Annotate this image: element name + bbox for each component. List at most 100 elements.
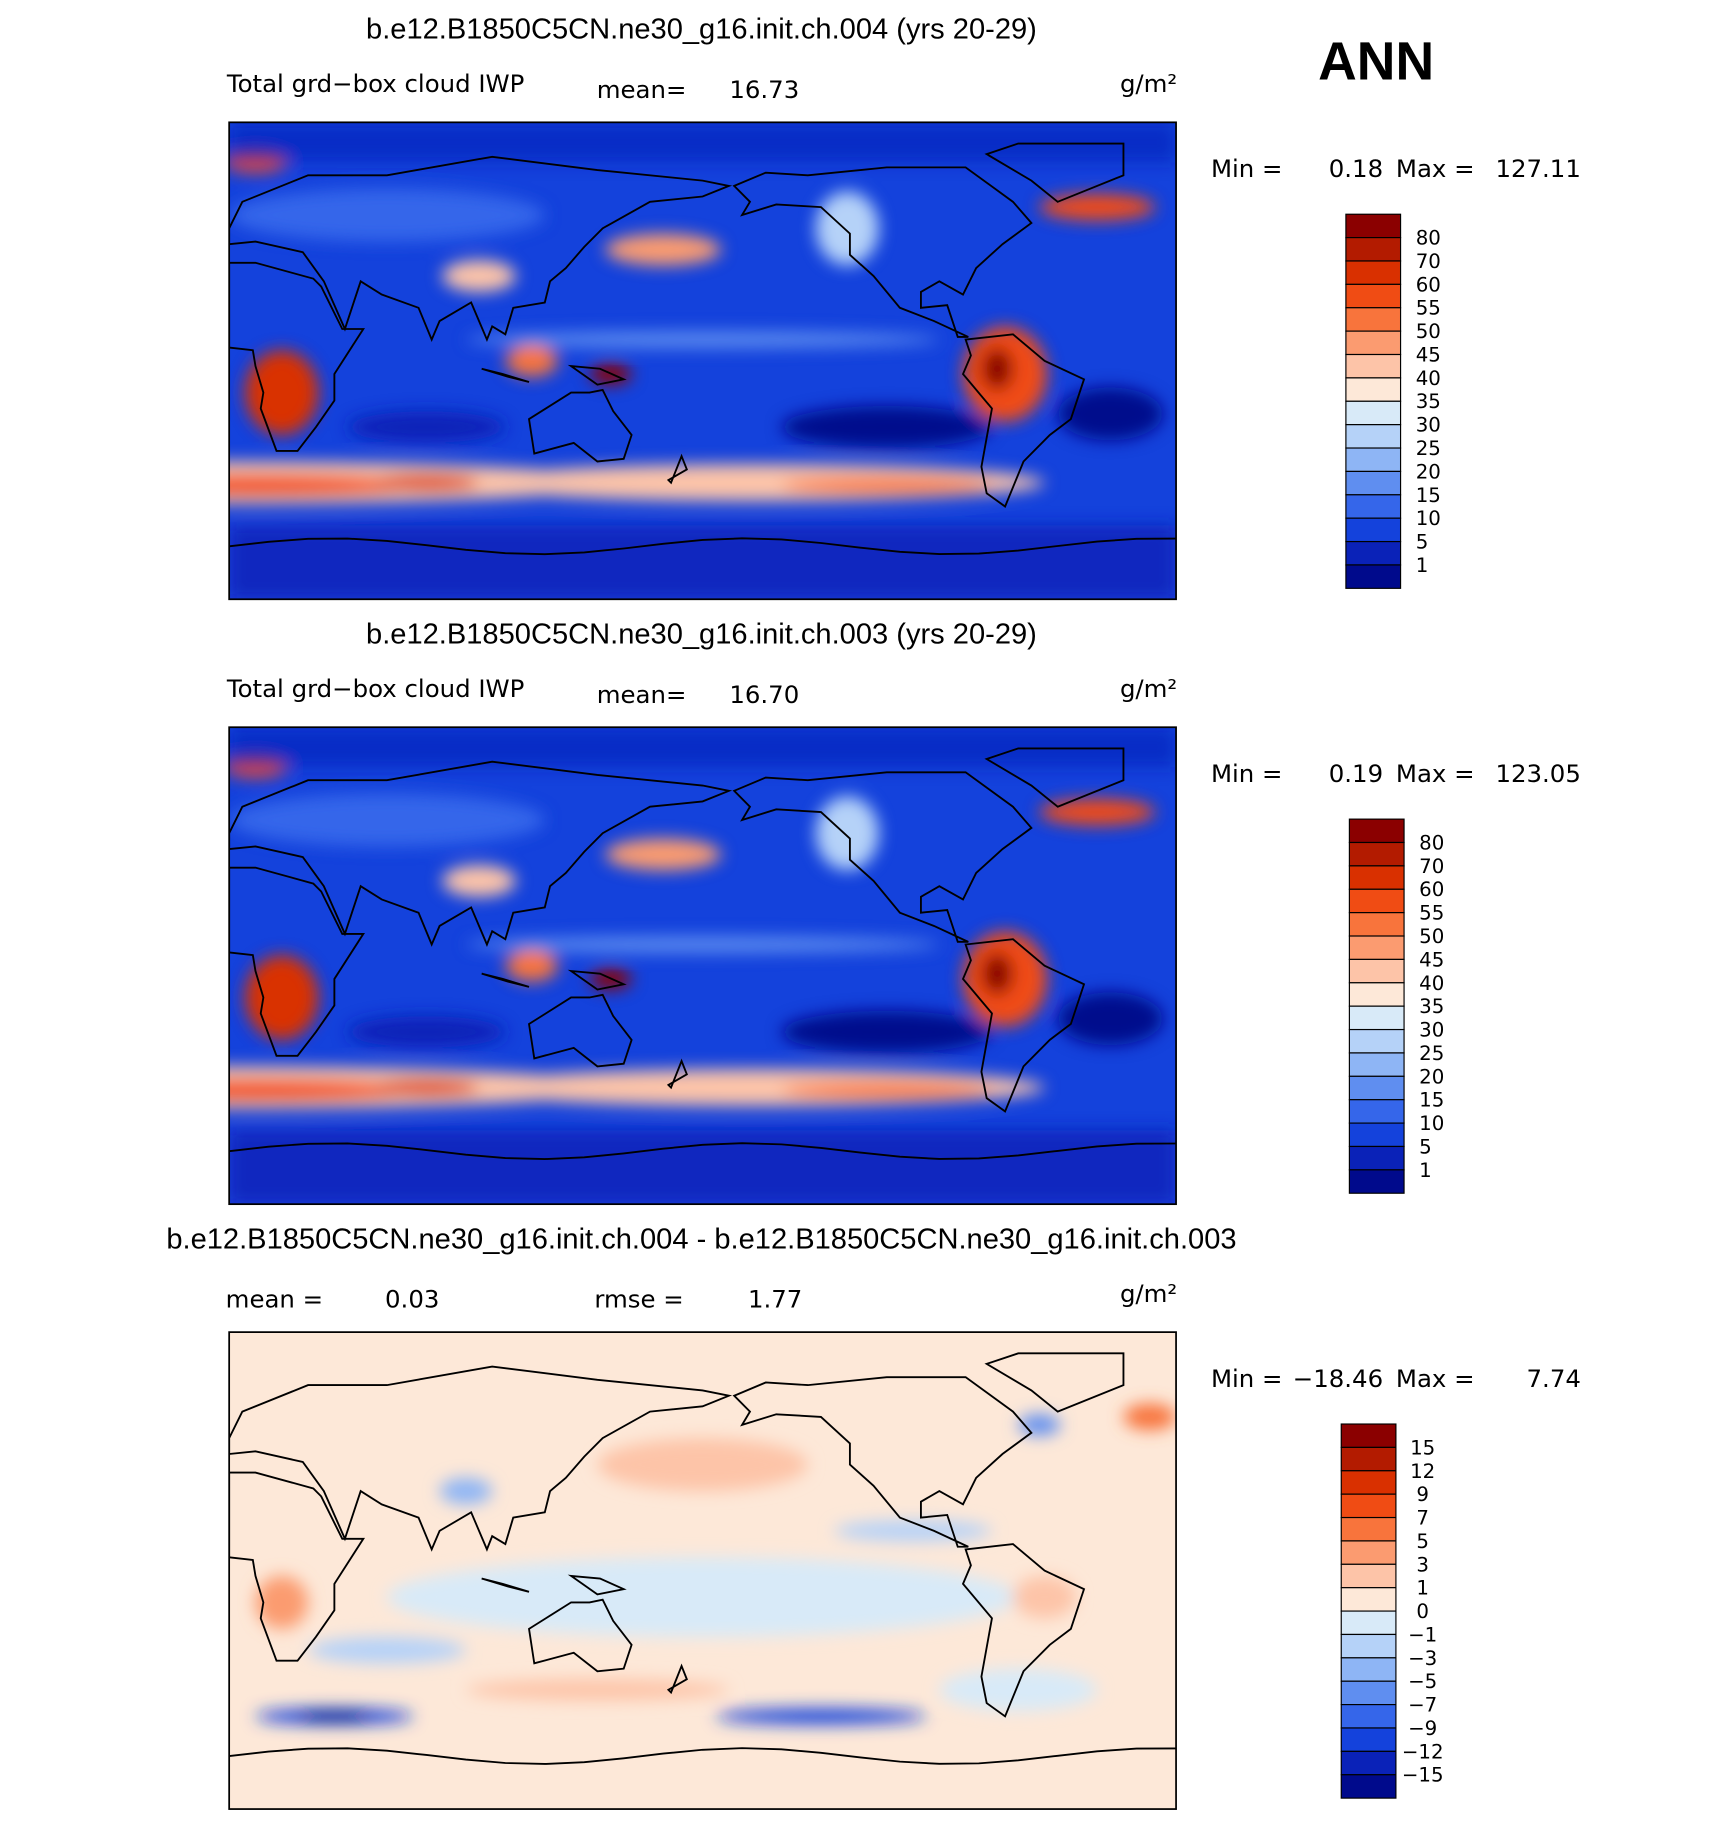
coastline	[984, 142, 1125, 203]
colorbar-label: −3	[1408, 1647, 1437, 1670]
colorbar-box	[1348, 1052, 1405, 1077]
coastline	[229, 866, 366, 1057]
coastline	[666, 453, 688, 485]
field-patch	[465, 1679, 729, 1701]
colorbar-box	[1340, 1423, 1397, 1448]
mean-value: 0.03	[385, 1285, 439, 1314]
rmse-label: rmse =	[594, 1285, 683, 1314]
colorbar-label: 0	[1416, 1600, 1429, 1623]
coastline	[481, 972, 530, 988]
colorbar-box	[1348, 935, 1405, 960]
coastline	[732, 771, 1033, 943]
field	[255, 1403, 1177, 1725]
field-patch	[442, 260, 516, 292]
colorbar-box	[1340, 1516, 1397, 1542]
field-patch	[229, 474, 414, 496]
field-patch	[439, 1477, 493, 1505]
field-patch	[229, 1079, 414, 1101]
colorbar-label: 7	[1416, 1507, 1429, 1530]
colorbar-label: 60	[1419, 878, 1444, 901]
field-patch	[442, 865, 516, 897]
colorbar-box	[1340, 1610, 1397, 1636]
field-patch	[386, 1557, 1019, 1637]
colorbar-box	[1345, 564, 1402, 589]
colorbar-label: 20	[1416, 460, 1441, 483]
colorbar-box	[1348, 982, 1405, 1007]
colorbar-label: 45	[1416, 343, 1441, 366]
coastline	[229, 1365, 733, 1552]
colorbar-label: 70	[1419, 855, 1444, 878]
colorbar-box	[1345, 424, 1402, 449]
field-patch	[255, 1575, 309, 1629]
coastline	[229, 1142, 1177, 1161]
colorbar-label: 30	[1416, 414, 1441, 437]
field-patch	[347, 1016, 506, 1048]
colorbar-label: 80	[1416, 227, 1441, 250]
field-patch	[815, 191, 879, 266]
colorbar-label: 9	[1416, 1483, 1429, 1506]
colorbar-label: 50	[1416, 320, 1441, 343]
max-label: Max =	[1396, 154, 1475, 183]
colorbar-box	[1345, 330, 1402, 356]
colorbar-label: 15	[1416, 484, 1441, 507]
colorbar-box	[1345, 377, 1402, 402]
field	[229, 727, 1177, 1205]
colorbar-box	[1348, 818, 1405, 844]
colorbar-box	[1345, 307, 1402, 332]
colorbar-box	[1348, 958, 1405, 984]
field-patch	[1039, 193, 1156, 221]
colorbar-label: 5	[1416, 531, 1429, 554]
colorbar-box	[1340, 1587, 1397, 1612]
panel-title: b.e12.B1850C5CN.ne30_g16.init.ch.003 (yr…	[366, 618, 1037, 650]
field-patch	[229, 188, 545, 242]
colorbar-box	[1345, 213, 1402, 239]
colorbar-label: 15	[1419, 1089, 1444, 1112]
variable-label: Total grd−box cloud IWP	[226, 674, 525, 703]
min-label: Min =	[1211, 154, 1283, 183]
rmse-value: 1.77	[748, 1285, 802, 1314]
colorbar-box	[1348, 1028, 1405, 1054]
colorbar-box	[1348, 1075, 1405, 1101]
field-patch	[505, 949, 558, 982]
colorbar-box	[1345, 540, 1402, 566]
field-patch	[244, 350, 319, 435]
colorbar-box	[1340, 1750, 1397, 1776]
colorbar-box	[1345, 447, 1402, 473]
colorbar-label: 35	[1416, 390, 1441, 413]
field-patch	[465, 936, 940, 953]
panel-title: b.e12.B1850C5CN.ne30_g16.init.ch.004 - b…	[166, 1223, 1236, 1255]
max-value: 7.74	[1527, 1364, 1581, 1393]
colorbar-label: 1	[1416, 554, 1429, 577]
colorbar-label: −5	[1408, 1670, 1437, 1693]
colorbar-box	[1340, 1680, 1397, 1706]
colorbar-label: 45	[1419, 948, 1444, 971]
min-value: 0.19	[1329, 759, 1383, 788]
colorbar-label: 5	[1419, 1135, 1432, 1158]
panel-title: b.e12.B1850C5CN.ne30_g16.init.ch.004 (yr…	[366, 14, 1037, 46]
coastline	[481, 367, 530, 383]
colorbar-box	[1348, 1122, 1405, 1148]
field-patch	[781, 1010, 992, 1054]
variable-label: Total grd−box cloud IWP	[226, 69, 525, 98]
max-value: 123.05	[1495, 759, 1580, 788]
coastline	[229, 1747, 1177, 1765]
coastline	[481, 1577, 530, 1593]
colorbar-label: 15	[1410, 1436, 1435, 1459]
colorbar-box	[1345, 283, 1402, 309]
map-frame	[228, 1331, 1177, 1810]
colorbar-label: −7	[1408, 1694, 1437, 1717]
polar-band	[229, 727, 1177, 767]
min-label: Min =	[1211, 1364, 1283, 1393]
colorbar-label: −1	[1408, 1623, 1437, 1646]
coastline	[229, 537, 1177, 556]
map	[229, 727, 1177, 1205]
colorbar-box	[1340, 1633, 1397, 1659]
field-patch	[781, 405, 992, 449]
colorbar-box	[1348, 1005, 1405, 1031]
colorbar-box	[1340, 1446, 1397, 1472]
coastline	[961, 938, 1086, 1113]
coastline	[984, 747, 1125, 808]
colorbar-label: 1	[1419, 1159, 1432, 1182]
colorbar-box	[1348, 1169, 1405, 1194]
colorbar-box	[1348, 841, 1405, 867]
